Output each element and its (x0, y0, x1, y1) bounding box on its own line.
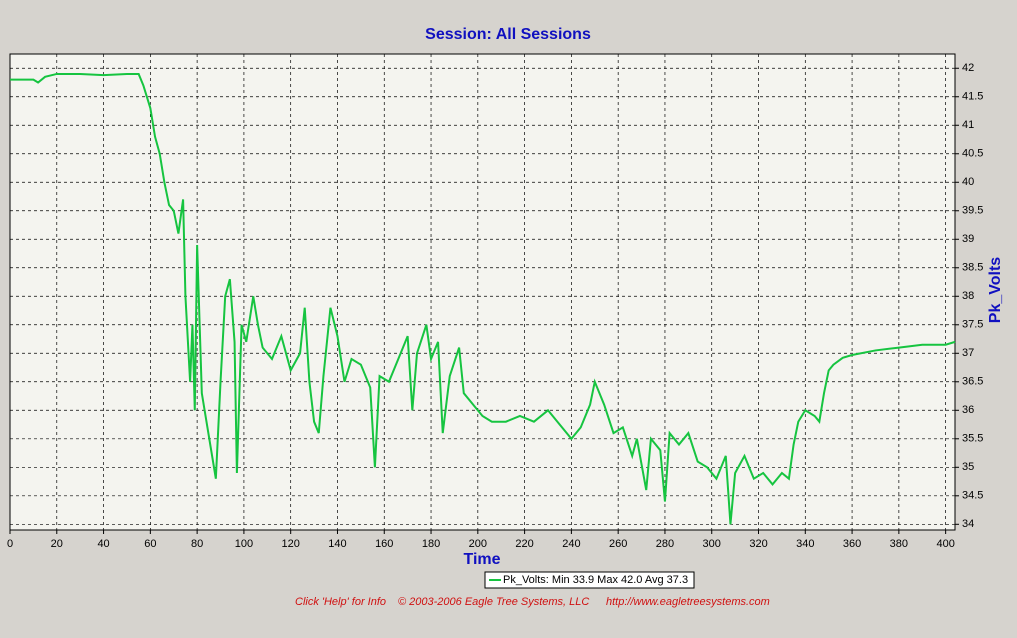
legend-label: Pk_Volts: Min 33.9 Max 42.0 Avg 37.3 (503, 574, 688, 586)
footer-help: Click 'Help' for Info (295, 596, 386, 608)
x-tick-label: 300 (703, 538, 721, 550)
plot-area (9, 53, 956, 531)
footer-copyright: © 2003-2006 Eagle Tree Systems, LLC (398, 596, 589, 608)
x-tick-label: 200 (469, 538, 487, 550)
y-tick-label: 34.5 (962, 490, 983, 502)
y-tick-label: 39 (962, 233, 974, 245)
y-tick-label: 34 (962, 518, 974, 530)
x-tick-label: 380 (890, 538, 908, 550)
x-tick-label: 260 (609, 538, 627, 550)
y-tick-label: 40.5 (962, 148, 983, 160)
x-tick-label: 160 (375, 538, 393, 550)
y-tick-label: 37.5 (962, 319, 983, 331)
y-tick-label: 38 (962, 290, 974, 302)
x-tick-label: 140 (328, 538, 346, 550)
y-tick-label: 41 (962, 119, 974, 131)
y-tick-label: 38.5 (962, 262, 983, 274)
x-tick-label: 60 (144, 538, 156, 550)
x-tick-label: 120 (282, 538, 300, 550)
y-tick-label: 36 (962, 404, 974, 416)
y-tick-label: 35.5 (962, 433, 983, 445)
x-tick-label: 280 (656, 538, 674, 550)
x-tick-label: 400 (936, 538, 954, 550)
x-tick-label: 0 (7, 538, 13, 550)
footer-url: http://www.eagletreesystems.com (606, 596, 770, 608)
y-axis-label: Pk_Volts (987, 257, 1004, 324)
x-tick-label: 240 (562, 538, 580, 550)
y-tick-label: 41.5 (962, 91, 983, 103)
y-tick-label: 40 (962, 176, 974, 188)
y-tick-label: 36.5 (962, 376, 983, 388)
x-tick-label: 220 (515, 538, 533, 550)
x-tick-label: 20 (51, 538, 63, 550)
y-tick-label: 42 (962, 62, 974, 74)
chart-title: Session: All Sessions (425, 26, 591, 43)
x-tick-label: 320 (749, 538, 767, 550)
x-tick-label: 40 (97, 538, 109, 550)
y-tick-label: 35 (962, 461, 974, 473)
x-tick-label: 340 (796, 538, 814, 550)
y-tick-label: 39.5 (962, 205, 983, 217)
x-tick-label: 360 (843, 538, 861, 550)
x-axis-label: Time (463, 551, 500, 568)
x-tick-label: 80 (191, 538, 203, 550)
data-line (10, 72, 956, 525)
x-tick-label: 180 (422, 538, 440, 550)
x-tick-label: 100 (235, 538, 253, 550)
y-tick-label: 37 (962, 347, 974, 359)
legend-box (484, 571, 695, 589)
